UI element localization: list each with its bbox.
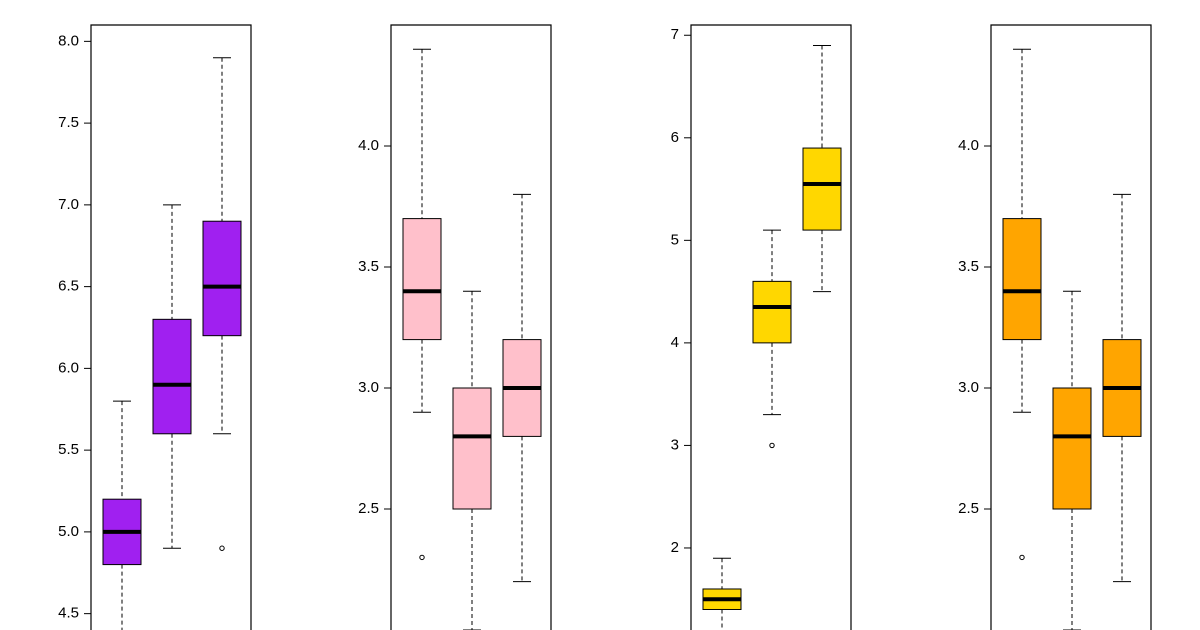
panel-frame <box>90 24 252 630</box>
y-tick-label: 3.5 <box>958 258 979 275</box>
outlier-point <box>1019 554 1025 561</box>
box-2 <box>752 229 792 449</box>
y-tick-label: 4 <box>671 334 679 351</box>
y-tick-label: 6 <box>671 129 679 146</box>
y-tick-label: 7 <box>671 26 679 43</box>
outlier-point <box>219 545 225 551</box>
boxplot-panel-1: 4.5 5.0 5.5 6.0 6.5 7.0 7.5 8.0 <box>58 24 252 630</box>
outlier-point <box>419 554 425 561</box>
iqr-box <box>1052 387 1092 510</box>
y-tick-label: 6.0 <box>58 359 79 376</box>
iqr-box <box>202 220 242 337</box>
y-tick-label: 3.0 <box>358 379 379 396</box>
y-tick-label: 6.5 <box>58 278 79 295</box>
iqr-box <box>1002 218 1042 341</box>
y-tick-label: 8.0 <box>58 32 79 49</box>
iqr-box <box>802 147 842 231</box>
y-tick-label: 2 <box>671 539 679 556</box>
plot-area <box>102 57 242 630</box>
box-3 <box>202 57 242 551</box>
box-3 <box>502 193 542 583</box>
y-tick-label: 3.0 <box>958 379 979 396</box>
y-tick-label: 5 <box>671 231 679 248</box>
outlier-point <box>769 442 775 449</box>
panel-frame <box>690 24 852 630</box>
box-2 <box>452 290 492 630</box>
boxplot-panel-4: 2.5 3.0 3.5 4.0 <box>958 24 1152 630</box>
box-1 <box>402 48 442 561</box>
panel-frame <box>390 24 552 630</box>
boxplot-panel-3: 2 3 4 5 6 7 <box>671 24 852 630</box>
y-tick-label: 5.0 <box>58 523 79 540</box>
boxplot-panel-2: 2.5 3.0 3.5 4.0 <box>358 24 552 630</box>
plot-area <box>702 45 842 630</box>
y-tick-label: 2.5 <box>358 500 379 517</box>
box-3 <box>1102 193 1142 583</box>
box-1 <box>702 557 742 630</box>
plot-area <box>402 48 542 630</box>
iqr-box <box>752 280 792 344</box>
y-tick-label: 5.5 <box>58 441 79 458</box>
y-tick-label: 2.5 <box>958 500 979 517</box>
iqr-box <box>402 218 442 341</box>
panel-frame <box>990 24 1152 630</box>
box-2 <box>152 204 192 549</box>
y-tick-label: 3 <box>671 436 679 453</box>
iqr-box <box>152 318 192 435</box>
box-2 <box>1052 290 1092 630</box>
y-tick-label: 3.5 <box>358 258 379 275</box>
y-tick-label: 4.5 <box>58 605 79 622</box>
box-1 <box>102 400 142 630</box>
box-1 <box>1002 48 1042 561</box>
y-tick-label: 7.5 <box>58 114 79 131</box>
iqr-box <box>452 387 492 510</box>
y-tick-label: 7.0 <box>58 196 79 213</box>
y-tick-label: 4.0 <box>358 137 379 154</box>
y-tick-label: 4.0 <box>958 137 979 154</box>
plot-area <box>1002 48 1142 630</box>
box-3 <box>802 45 842 293</box>
